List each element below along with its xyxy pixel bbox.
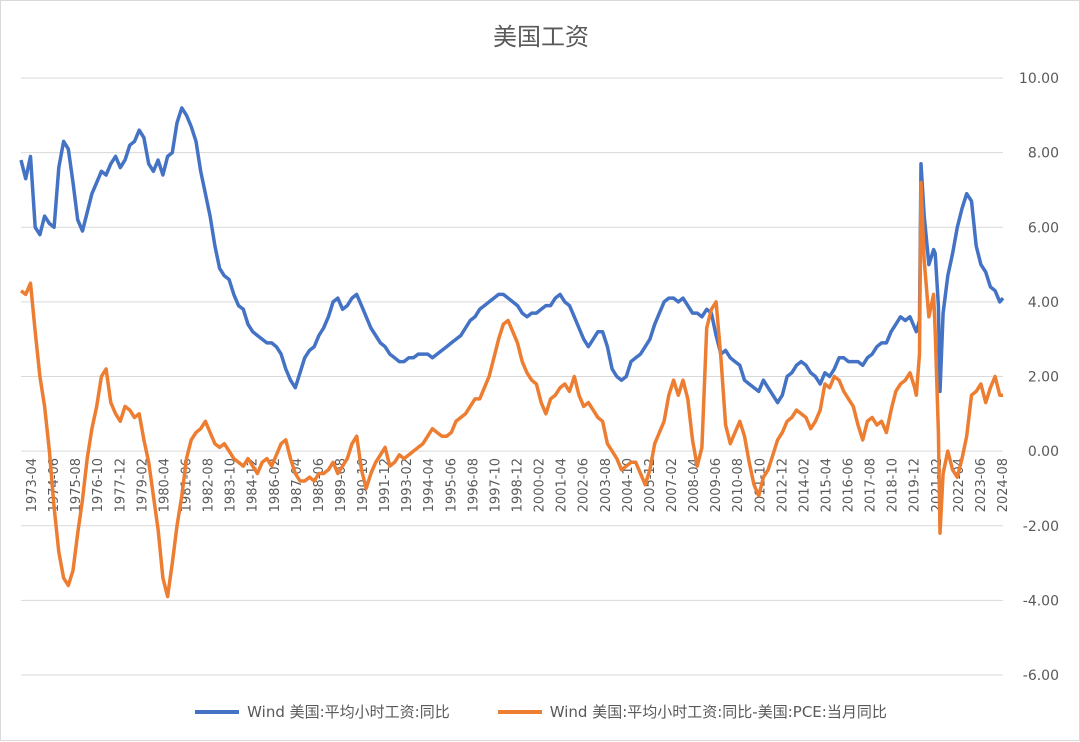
x-tick-label: 1993-02 xyxy=(400,458,415,512)
legend-label-series-1: Wind 美国:平均小时工资:同比 xyxy=(247,703,450,721)
x-tick-label: 2005-12 xyxy=(643,458,658,512)
series-lines xyxy=(19,106,1005,599)
x-tick-label: 1998-12 xyxy=(511,458,526,512)
x-tick-label: 1977-12 xyxy=(113,458,128,512)
x-tick-label: 2009-06 xyxy=(709,458,724,512)
x-tick-label: 1986-02 xyxy=(268,458,283,512)
x-tick-label: 2004-10 xyxy=(621,458,636,512)
chart-title: 美国工资 xyxy=(493,23,589,51)
x-tick-label: 2008-04 xyxy=(687,458,702,512)
x-tick-label: 2000-02 xyxy=(533,458,548,512)
x-tick-label: 1975-08 xyxy=(69,458,84,512)
gridlines xyxy=(21,77,1003,676)
series-line-2 xyxy=(19,180,1003,599)
x-tick-label: 2002-06 xyxy=(577,458,592,512)
y-tick-label: -2.00 xyxy=(1023,519,1059,535)
x-tick-label: 2003-08 xyxy=(599,458,614,512)
x-tick-label: 2010-08 xyxy=(731,458,746,512)
x-tick-label: 2001-04 xyxy=(555,458,570,512)
x-tick-label: 2018-10 xyxy=(886,458,901,512)
x-tick-label: 2016-06 xyxy=(842,458,857,512)
x-tick-label: 1979-02 xyxy=(135,458,150,512)
y-tick-label: 2.00 xyxy=(1028,370,1059,386)
x-tick-label: 1997-10 xyxy=(488,458,503,512)
y-tick-label: 0.00 xyxy=(1028,444,1059,460)
legend-item-series-2: Wind 美国:平均小时工资:同比-美国:PCE:当月同比 xyxy=(497,701,887,722)
legend-item-series-1: Wind 美国:平均小时工资:同比 xyxy=(195,701,450,722)
x-tick-label: 1994-04 xyxy=(422,458,437,512)
y-tick-label: 10.00 xyxy=(1019,71,1059,87)
legend-swatch-blue xyxy=(195,709,240,714)
legend-swatch-orange xyxy=(497,709,542,714)
x-tick-label: 2024-08 xyxy=(996,458,1011,512)
x-tick-label: 1976-10 xyxy=(91,458,106,512)
x-tick-label: 2012-12 xyxy=(775,458,790,512)
x-tick-label: 1988-06 xyxy=(312,458,327,512)
y-tick-label: -4.00 xyxy=(1023,593,1059,609)
x-tick-label: 1983-10 xyxy=(224,458,239,512)
x-tick-label: 2014-02 xyxy=(797,458,812,512)
x-tick-label: 1995-06 xyxy=(444,458,459,512)
x-tick-label: 1973-04 xyxy=(25,458,40,512)
x-tick-label: 2007-02 xyxy=(665,458,680,512)
x-tick-label: 2023-06 xyxy=(974,458,989,512)
x-tick-label: 2015-04 xyxy=(819,458,834,512)
y-tick-label: 8.00 xyxy=(1028,146,1059,162)
y-tick-label: 4.00 xyxy=(1028,295,1059,311)
legend-label-series-2: Wind 美国:平均小时工资:同比-美国:PCE:当月同比 xyxy=(549,703,887,721)
x-tick-label: 2019-12 xyxy=(908,458,923,512)
x-tick-label: 1996-08 xyxy=(466,458,481,512)
y-tick-label: 6.00 xyxy=(1028,220,1059,236)
x-tick-label: 1990-10 xyxy=(356,458,371,512)
x-tick-label: 2017-08 xyxy=(864,458,879,512)
y-axis-ticks: 10.00 8.00 6.00 4.00 2.00 0.00 -2.00 -4.00 -6.00 xyxy=(1019,71,1059,684)
x-tick-label: 1982-08 xyxy=(202,458,217,512)
x-axis-ticks: 1973-04 1974-06 1975-08 1976-10 1977-12 1979-… xyxy=(25,458,1011,512)
legend: Wind 美国:平均小时工资:同比 Wind 美国:平均小时工资:同比-美国:P… xyxy=(1,701,1080,722)
series-line-1 xyxy=(19,106,1005,405)
y-tick-label: -6.00 xyxy=(1023,668,1059,684)
x-tick-label: 1991-12 xyxy=(378,458,393,512)
x-tick-label: 1980-04 xyxy=(157,458,172,512)
